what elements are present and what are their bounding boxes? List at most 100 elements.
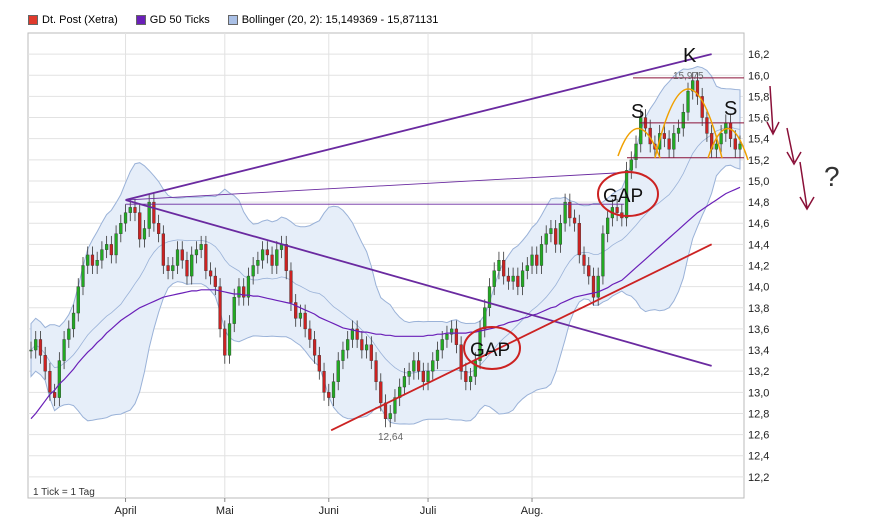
candle-body xyxy=(577,223,581,256)
candle xyxy=(681,103,685,137)
candle-body xyxy=(393,397,397,414)
candle-body xyxy=(624,170,629,219)
down-arrow-2 xyxy=(786,127,802,166)
candle-body xyxy=(298,312,303,319)
candle-body xyxy=(525,265,529,271)
y-tick-label: 12,4 xyxy=(748,451,769,463)
candle xyxy=(194,241,199,264)
horizontal-resistance-line xyxy=(125,172,625,201)
legend: Dt. Post (Xetra) GD 50 Ticks Bollinger (… xyxy=(28,14,438,26)
candle xyxy=(705,109,709,142)
candle-body xyxy=(227,323,232,356)
candle xyxy=(364,336,369,359)
question-label: ? xyxy=(824,161,840,192)
candle xyxy=(185,251,189,285)
candle-body xyxy=(223,328,227,356)
candle-body xyxy=(544,233,548,245)
candle xyxy=(327,383,331,407)
candle xyxy=(294,294,298,327)
candle-body xyxy=(554,228,558,245)
candle xyxy=(346,331,350,359)
candle-body xyxy=(421,370,425,382)
candle xyxy=(138,204,142,248)
candle xyxy=(483,299,487,338)
candle-body xyxy=(138,212,142,240)
candle-body xyxy=(535,254,539,266)
candle-body xyxy=(218,286,222,330)
candle-body xyxy=(511,275,515,282)
y-axis: 12,2 12,4 12,6 12,8 13,0 13,2 13,4 13,6 13,8 14,0… xyxy=(748,49,769,484)
candle xyxy=(539,235,544,274)
candle-body xyxy=(81,265,85,287)
candle-body xyxy=(213,275,217,287)
down-arrow-1 xyxy=(766,85,780,136)
candle-body xyxy=(308,328,312,340)
gap-circle-upper xyxy=(597,171,659,217)
candle xyxy=(105,235,109,259)
candle-body xyxy=(208,270,213,277)
candle xyxy=(672,124,676,158)
candle xyxy=(237,278,241,306)
candle xyxy=(719,124,723,153)
candle-body xyxy=(733,138,737,150)
candle xyxy=(270,246,274,274)
y-tick-label: 13,4 xyxy=(748,345,769,357)
candle xyxy=(662,124,666,148)
y-tick-label: 14,8 xyxy=(748,197,769,209)
candle xyxy=(275,241,279,274)
candle xyxy=(34,331,38,359)
candle xyxy=(369,336,373,370)
candle-body xyxy=(175,249,180,266)
candle xyxy=(492,262,496,296)
candle xyxy=(606,209,610,243)
candle xyxy=(431,352,435,380)
legend-label-bollinger: Bollinger (20, 2): 15,149369 - 15,871131 xyxy=(241,14,439,26)
candle xyxy=(554,220,558,253)
candle xyxy=(213,267,217,296)
candle xyxy=(43,346,47,380)
head-label: K xyxy=(683,45,697,67)
candle-body xyxy=(147,201,151,229)
candle xyxy=(691,72,695,100)
candle-body xyxy=(114,233,118,256)
candle xyxy=(629,151,633,179)
y-tick-label: 16,0 xyxy=(748,70,769,82)
orange-head-curve xyxy=(654,88,723,159)
candle-body xyxy=(634,143,638,161)
candle-body xyxy=(171,265,175,271)
candle-body xyxy=(506,275,511,282)
candle-body xyxy=(364,344,369,351)
candle-body xyxy=(128,207,132,213)
candle-body xyxy=(539,244,544,266)
candle-body xyxy=(719,133,723,145)
candle xyxy=(487,278,492,317)
legend-label-price: Dt. Post (Xetra) xyxy=(42,14,118,26)
candle-body xyxy=(90,254,95,266)
y-tick-label: 15,2 xyxy=(748,155,769,167)
candle xyxy=(251,257,255,285)
candle-body xyxy=(237,286,241,298)
candle-body xyxy=(676,127,681,134)
candle-body xyxy=(738,143,742,150)
candle-body xyxy=(440,339,444,351)
candle xyxy=(317,346,321,380)
legend-swatch-gd50 xyxy=(135,15,146,25)
y-tick-label: 15,4 xyxy=(748,134,769,146)
candle-body xyxy=(67,328,71,340)
candle xyxy=(591,267,596,306)
candle-body xyxy=(369,344,373,361)
candle xyxy=(119,214,123,243)
candle xyxy=(242,278,246,306)
candle-body xyxy=(256,260,260,266)
candle xyxy=(175,241,180,274)
candle xyxy=(530,246,534,274)
downward-trend-line xyxy=(125,199,712,367)
candle-body xyxy=(596,275,600,298)
y-tick-label: 15,6 xyxy=(748,113,769,125)
candle-body xyxy=(331,381,336,398)
candle-body xyxy=(435,349,440,361)
candle xyxy=(568,193,572,227)
candle xyxy=(549,220,553,243)
y-tick-label: 15,8 xyxy=(748,91,769,103)
trend-lines xyxy=(125,53,713,432)
